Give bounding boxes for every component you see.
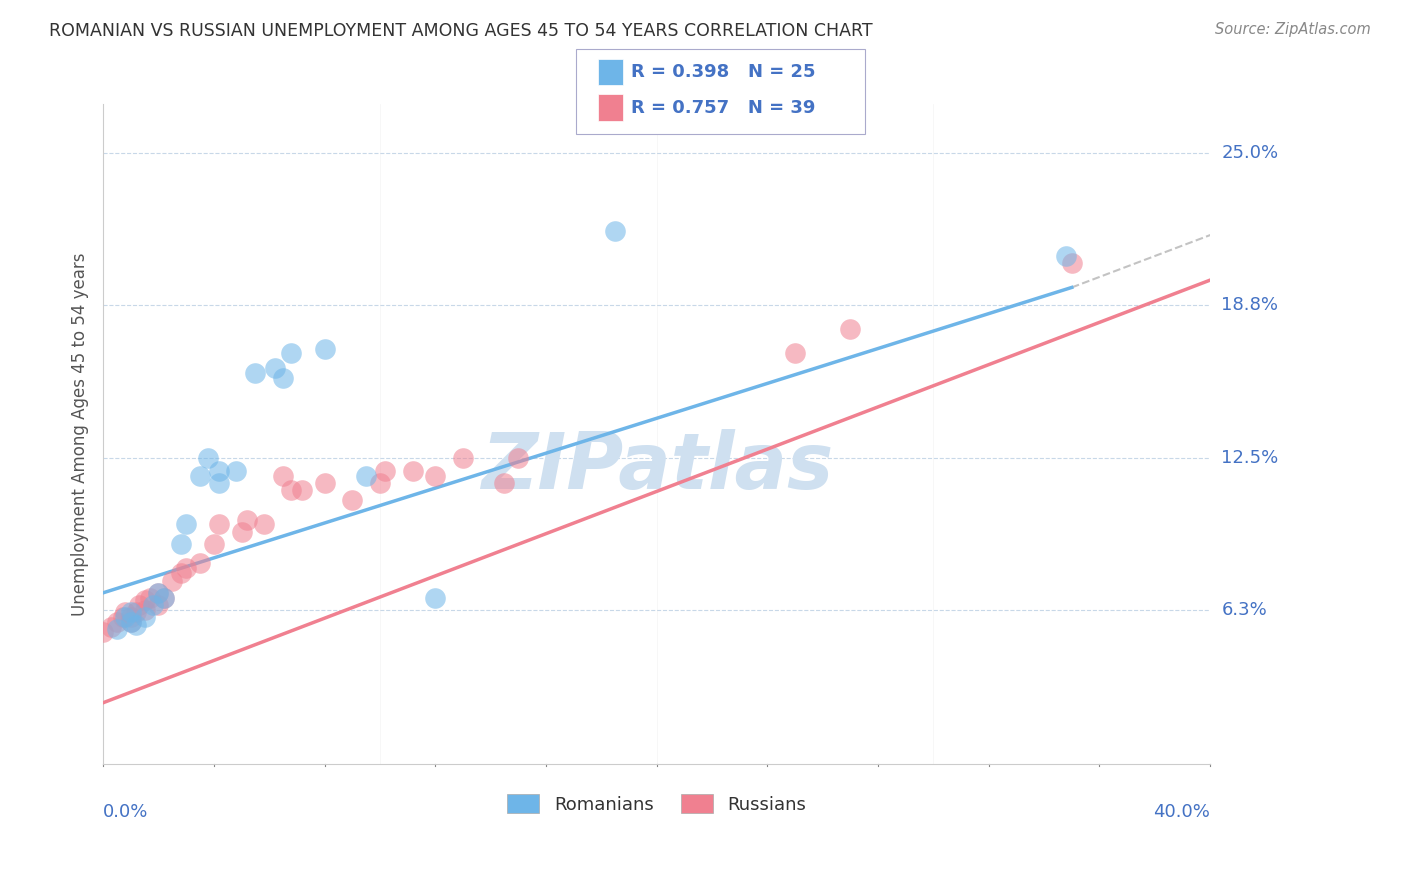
Point xyxy=(148,586,170,600)
Point xyxy=(342,493,364,508)
Point xyxy=(263,361,285,376)
Point xyxy=(245,366,267,380)
Point xyxy=(120,615,142,629)
Text: R = 0.757   N = 39: R = 0.757 N = 39 xyxy=(631,99,815,117)
Point xyxy=(134,610,156,624)
Point xyxy=(839,322,862,336)
Text: 40.0%: 40.0% xyxy=(1153,803,1211,821)
Point xyxy=(271,468,294,483)
Point xyxy=(314,475,336,490)
Point xyxy=(120,615,142,629)
Point xyxy=(208,464,231,478)
Point xyxy=(142,598,165,612)
Point xyxy=(105,615,128,629)
Point xyxy=(225,464,247,478)
Point xyxy=(425,468,447,483)
Point xyxy=(174,561,197,575)
Point xyxy=(402,464,425,478)
Point xyxy=(148,586,170,600)
Point xyxy=(208,475,231,490)
Point xyxy=(169,537,191,551)
Point xyxy=(425,591,447,605)
Point xyxy=(494,475,516,490)
Text: 12.5%: 12.5% xyxy=(1222,450,1278,467)
Point xyxy=(253,517,276,532)
Point xyxy=(605,224,627,238)
Text: ROMANIAN VS RUSSIAN UNEMPLOYMENT AMONG AGES 45 TO 54 YEARS CORRELATION CHART: ROMANIAN VS RUSSIAN UNEMPLOYMENT AMONG A… xyxy=(49,22,873,40)
Point xyxy=(174,517,197,532)
Point xyxy=(202,537,225,551)
Point xyxy=(100,620,122,634)
Point xyxy=(134,603,156,617)
Point xyxy=(1060,256,1083,270)
Text: R = 0.398   N = 25: R = 0.398 N = 25 xyxy=(631,63,815,81)
Text: Source: ZipAtlas.com: Source: ZipAtlas.com xyxy=(1215,22,1371,37)
Point xyxy=(169,566,191,581)
Point xyxy=(188,468,211,483)
Text: 25.0%: 25.0% xyxy=(1222,145,1278,162)
Point xyxy=(314,342,336,356)
Point xyxy=(120,605,142,619)
Point xyxy=(280,483,302,498)
Point xyxy=(508,451,530,466)
Point xyxy=(188,557,211,571)
Point xyxy=(153,591,176,605)
Point xyxy=(280,346,302,360)
Text: ZIPatlas: ZIPatlas xyxy=(481,429,832,505)
Point xyxy=(197,451,219,466)
Point xyxy=(354,468,377,483)
Text: 0.0%: 0.0% xyxy=(103,803,149,821)
Point xyxy=(111,610,134,624)
Point xyxy=(374,464,396,478)
Text: 18.8%: 18.8% xyxy=(1222,295,1278,313)
Point xyxy=(271,371,294,385)
Point xyxy=(120,610,142,624)
Point xyxy=(139,591,162,605)
Legend: Romanians, Russians: Romanians, Russians xyxy=(499,787,814,821)
Point xyxy=(91,624,114,639)
Point xyxy=(291,483,314,498)
Point xyxy=(1054,249,1077,263)
Point xyxy=(231,524,253,539)
Point xyxy=(134,593,156,607)
Point xyxy=(368,475,391,490)
Point xyxy=(451,451,474,466)
Point xyxy=(783,346,806,360)
Point xyxy=(236,512,259,526)
Point xyxy=(114,610,136,624)
Y-axis label: Unemployment Among Ages 45 to 54 years: Unemployment Among Ages 45 to 54 years xyxy=(72,252,89,615)
Point xyxy=(162,574,184,588)
Point xyxy=(148,598,170,612)
Point xyxy=(208,517,231,532)
Point xyxy=(125,617,148,632)
Point xyxy=(114,605,136,619)
Point xyxy=(128,598,150,612)
Point xyxy=(105,623,128,637)
Text: 6.3%: 6.3% xyxy=(1222,601,1267,619)
Point xyxy=(125,605,148,619)
Point xyxy=(153,591,176,605)
